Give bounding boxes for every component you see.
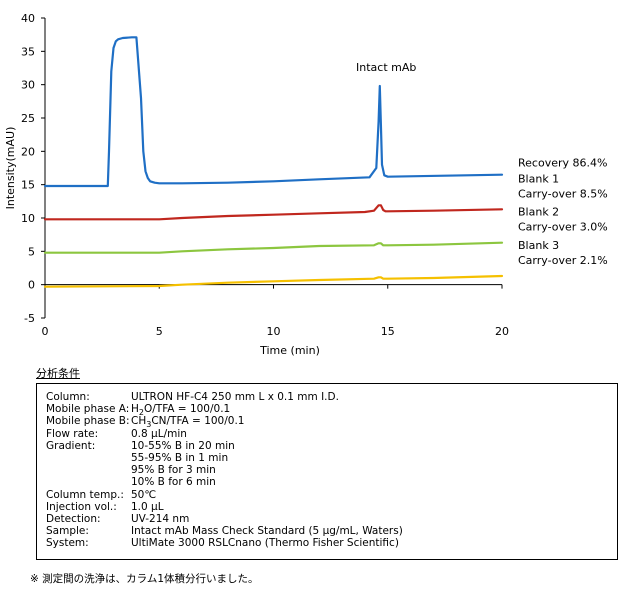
condition-key: Column:: [46, 391, 90, 403]
condition-row: Detection: UV-214 nm: [46, 513, 189, 525]
x-tick-label: 20: [495, 325, 509, 338]
y-tick-label: 15: [21, 179, 35, 192]
condition-value: ULTRON HF-C4 250 mm L x 0.1 mm I.D.: [131, 391, 339, 403]
series-label-recovery: Recovery 86.4%: [518, 157, 607, 170]
condition-value: UltiMate 3000 RSLCnano (Thermo Fisher Sc…: [131, 537, 399, 550]
condition-row: 55-95% B in 1 min: [46, 452, 228, 464]
condition-value-subscript: 2: [138, 408, 144, 418]
series-label-blank-2: Carry-over 3.0%: [518, 221, 608, 234]
y-tick-label: 35: [21, 45, 35, 58]
series-line-recovery: [43, 36, 504, 188]
x-tick-label: 0: [42, 325, 49, 338]
series-label-blank-3: Blank 3: [518, 239, 559, 252]
condition-value-part: H: [131, 403, 139, 416]
condition-value: 10% B for 6 min: [131, 476, 216, 489]
condition-value: 10-55% B in 20 min: [131, 439, 235, 452]
condition-row: Flow rate: 0.8 μL/min: [46, 428, 187, 440]
condition-row: Injection vol.: 1.0 μL: [46, 501, 164, 513]
condition-value-part: CH: [131, 415, 147, 428]
condition-value-part: CN/TFA = 100/0.1: [151, 415, 245, 428]
y-tick-label: -5: [24, 312, 35, 325]
x-tick-label: 5: [156, 325, 163, 338]
conditions-heading: 分析条件: [36, 367, 80, 380]
chromatogram-chart: -5 0 5 10 15 20 25 30 35 40 0 5 10 15 20 Recovery 86.4…: [4, 12, 608, 357]
condition-key: System:: [46, 537, 89, 550]
conditions-box: Column: ULTRON HF-C4 250 mm L x 0.1 mm I.…: [36, 383, 618, 560]
series-label-blank-1: Carry-over 8.5%: [518, 187, 608, 200]
condition-row: Column temp.: 50℃: [46, 489, 156, 501]
y-tick-label: 20: [21, 145, 35, 158]
condition-key: Column temp.:: [46, 488, 124, 501]
condition-key: Mobile phase A:: [46, 403, 130, 416]
condition-row: Gradient: 10-55% B in 20 min: [46, 440, 235, 452]
y-tick-label: 5: [28, 245, 35, 258]
condition-key: Injection vol.:: [46, 500, 117, 513]
condition-value: 50℃: [131, 488, 157, 501]
y-tick-label: 30: [21, 79, 35, 92]
condition-row: Sample: Intact mAb Mass Check Standard (5…: [46, 525, 403, 537]
series-label-blank-3: Carry-over 2.1%: [518, 254, 608, 267]
chart-series-layer: [43, 36, 504, 288]
condition-value: H2O/TFA = 100/0.1: [131, 403, 230, 419]
condition-key: Detection:: [46, 513, 101, 525]
condition-row: System: UltiMate 3000 RSLCnano (Thermo Fi…: [46, 537, 399, 549]
series-line-blank-1: [43, 204, 504, 221]
condition-value: 55-95% B in 1 min: [131, 452, 229, 464]
chart-axes: -5 0 5 10 15 20 25 30 35 40 0 5 10 15 20: [21, 12, 509, 338]
condition-value: 1.0 μL: [131, 500, 164, 513]
footnote: ※ 測定間の洗浄は、カラム1体積分行いました。: [30, 573, 259, 585]
series-label-blank-1: Blank 1: [518, 172, 559, 185]
y-tick-label: 25: [21, 112, 35, 125]
condition-value: UV-214 nm: [131, 513, 190, 525]
condition-row: Mobile phase A: H2O/TFA = 100/0.1: [46, 403, 230, 419]
y-axis-title: Intensity(mAU): [4, 127, 17, 210]
condition-value: 95% B for 3 min: [131, 464, 216, 477]
condition-value-subscript: 3: [146, 420, 152, 430]
condition-row: Column: ULTRON HF-C4 250 mm L x 0.1 mm I.…: [46, 391, 339, 403]
condition-key: Gradient:: [46, 439, 96, 452]
condition-key: Mobile phase B:: [46, 415, 130, 428]
condition-value: 0.8 μL/min: [131, 427, 187, 440]
y-tick-label: 40: [21, 12, 35, 25]
y-tick-label: 10: [21, 212, 35, 225]
y-tick-label: 0: [28, 279, 35, 292]
chart-labels-layer: Recovery 86.4% Blank 1 Carry-over 8.5% Blan…: [518, 157, 608, 267]
condition-row: 95% B for 3 min: [46, 464, 216, 476]
series-line-blank-3: [43, 274, 504, 288]
x-tick-label: 15: [381, 325, 395, 338]
condition-value: Intact mAb Mass Check Standard (5 μg/mL,…: [131, 525, 403, 538]
series-label-blank-2: Blank 2: [518, 206, 559, 219]
condition-key: Flow rate:: [46, 427, 99, 440]
peak-annotation: Intact mAb: [356, 61, 416, 74]
condition-value: CH3CN/TFA = 100/0.1: [131, 415, 244, 431]
condition-value-part: O/TFA = 100/0.1: [144, 403, 231, 416]
condition-key: Sample:: [46, 525, 89, 538]
series-line-blank-2: [43, 241, 504, 254]
x-axis-title: Time (min): [259, 344, 320, 357]
condition-row: 10% B for 6 min: [46, 476, 216, 488]
condition-row: Mobile phase B:CH3CN/TFA = 100/0.1: [46, 415, 244, 431]
x-tick-label: 10: [267, 325, 281, 338]
